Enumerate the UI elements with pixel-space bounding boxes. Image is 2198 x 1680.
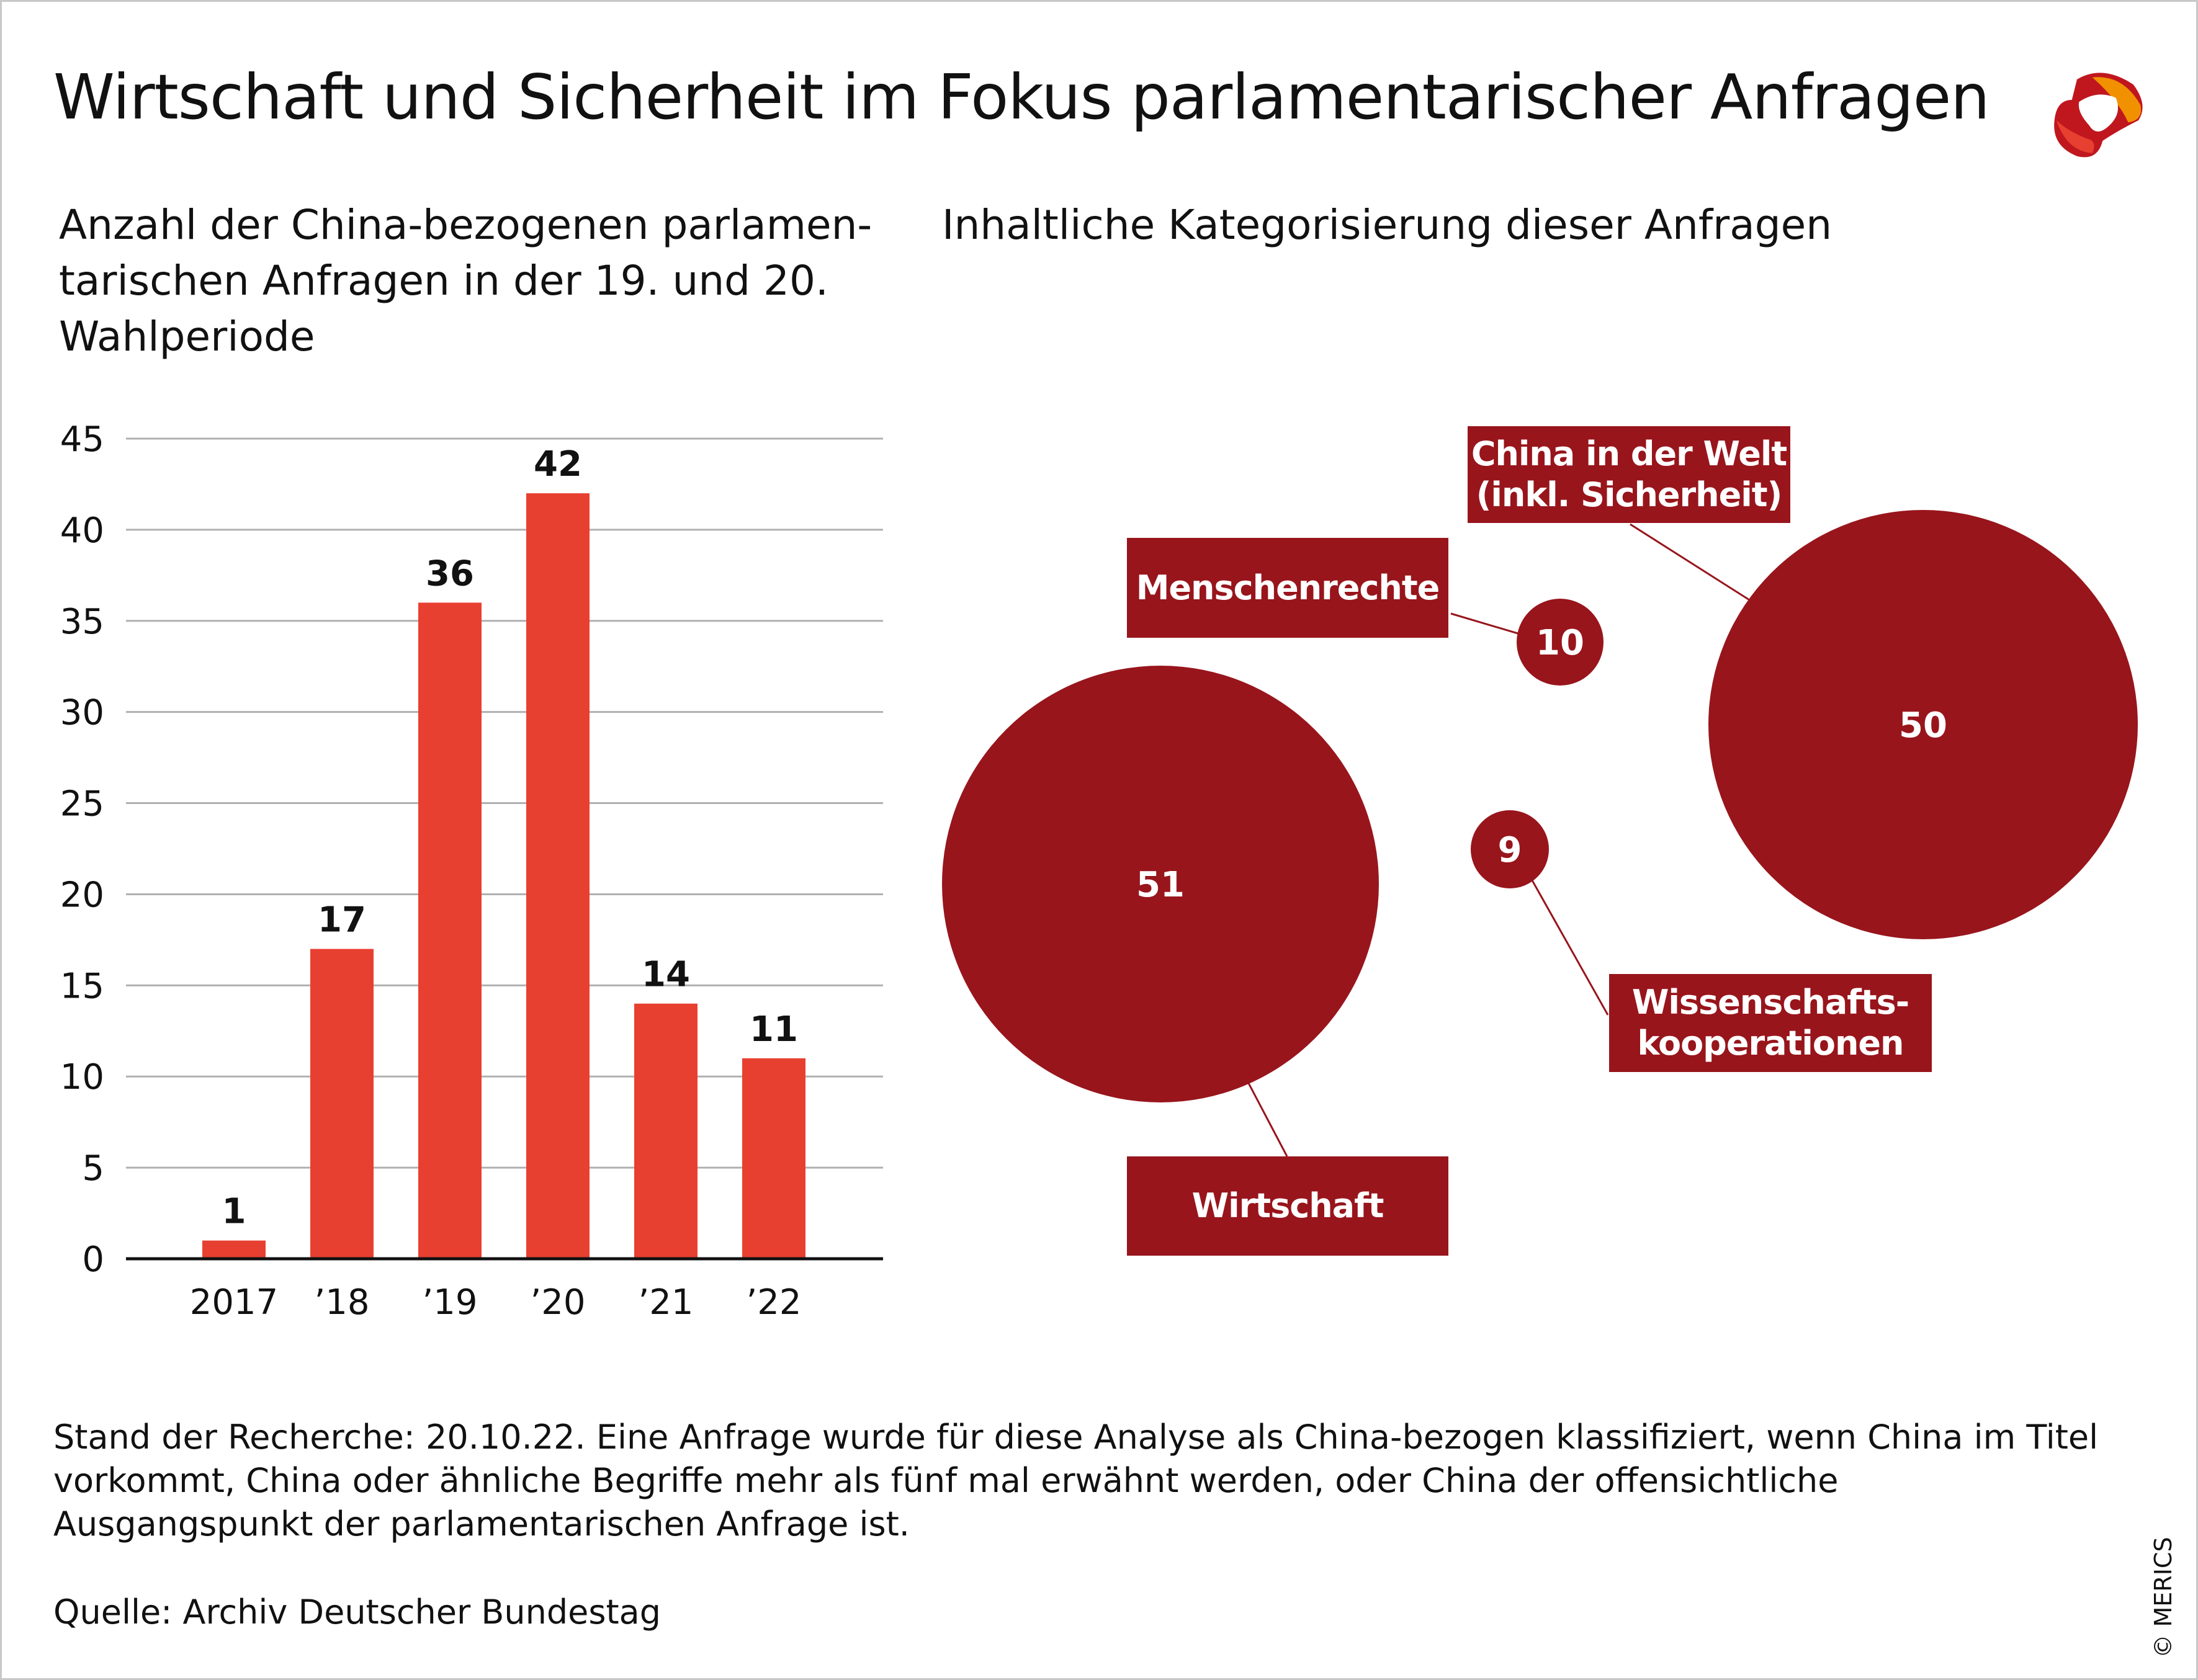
bubble xyxy=(1517,599,1604,686)
bar xyxy=(418,602,482,1259)
x-tick-label: ’19 xyxy=(422,1282,477,1323)
y-tick-label: 0 xyxy=(82,1240,104,1280)
connector-line xyxy=(1247,1081,1288,1157)
bar xyxy=(310,949,374,1259)
bubble xyxy=(942,666,1379,1102)
bar xyxy=(202,1240,266,1259)
y-tick-label: 25 xyxy=(60,784,104,824)
bubble-value: 50 xyxy=(1899,705,1947,746)
merics-logo xyxy=(2054,73,2143,158)
data-label: 11 xyxy=(750,1009,798,1050)
x-tick-label: ’18 xyxy=(314,1282,369,1323)
y-tick-label: 5 xyxy=(82,1148,104,1189)
y-tick-label: 40 xyxy=(60,511,104,551)
connector-line xyxy=(1630,523,1750,601)
data-label: 1 xyxy=(222,1192,246,1232)
data-label: 42 xyxy=(534,444,582,485)
source: Quelle: Archiv Deutscher Bundestag xyxy=(53,1593,662,1632)
label-china-in-der-welt: China in der Welt (inkl. Sicherheit) xyxy=(1468,426,1790,523)
y-tick-label: 20 xyxy=(60,875,104,915)
connector-line xyxy=(1531,880,1609,1016)
y-tick-label: 10 xyxy=(60,1057,104,1097)
copyright: © MERICS xyxy=(2150,1537,2177,1658)
bar xyxy=(526,493,590,1259)
y-tick-label: 35 xyxy=(60,602,104,642)
data-label: 14 xyxy=(642,955,690,995)
label-menschenrechte: Menschenrechte xyxy=(1127,538,1448,638)
y-tick-label: 30 xyxy=(60,693,104,733)
bubble xyxy=(1471,810,1549,888)
bubble-value: 51 xyxy=(1136,865,1185,905)
bubble xyxy=(1708,510,2138,939)
bubble-value: 10 xyxy=(1536,623,1584,663)
x-tick-label: ’22 xyxy=(746,1282,801,1323)
label-wirtschaft: Wirtschaft xyxy=(1127,1156,1448,1256)
chart-title: Wirtschaft und Sicherheit im Fokus parla… xyxy=(53,61,1990,133)
bar xyxy=(634,1003,698,1259)
x-tick-label: ’20 xyxy=(530,1282,585,1323)
footnote: Stand der Recherche: 20.10.22. Eine Anfr… xyxy=(53,1418,2099,1544)
label-wissenschaftskooperationen: Wissenschafts-kooperationen xyxy=(1609,974,1932,1072)
x-tick-label: 2017 xyxy=(190,1282,279,1323)
y-tick-label: 15 xyxy=(60,966,104,1006)
data-label: 17 xyxy=(318,900,366,941)
data-label: 36 xyxy=(426,553,474,594)
x-tick-label: ’21 xyxy=(638,1282,693,1323)
bar xyxy=(742,1058,805,1259)
connector-line xyxy=(1450,612,1518,635)
y-tick-label: 45 xyxy=(60,419,104,460)
bubble-value: 9 xyxy=(1498,830,1522,870)
bubble-chart-subtitle: Inhaltliche Kategorisierung dieser Anfra… xyxy=(942,201,1832,249)
bar-chart-subtitle: Anzahl der China-bezogenen parlamen-tari… xyxy=(59,201,872,360)
